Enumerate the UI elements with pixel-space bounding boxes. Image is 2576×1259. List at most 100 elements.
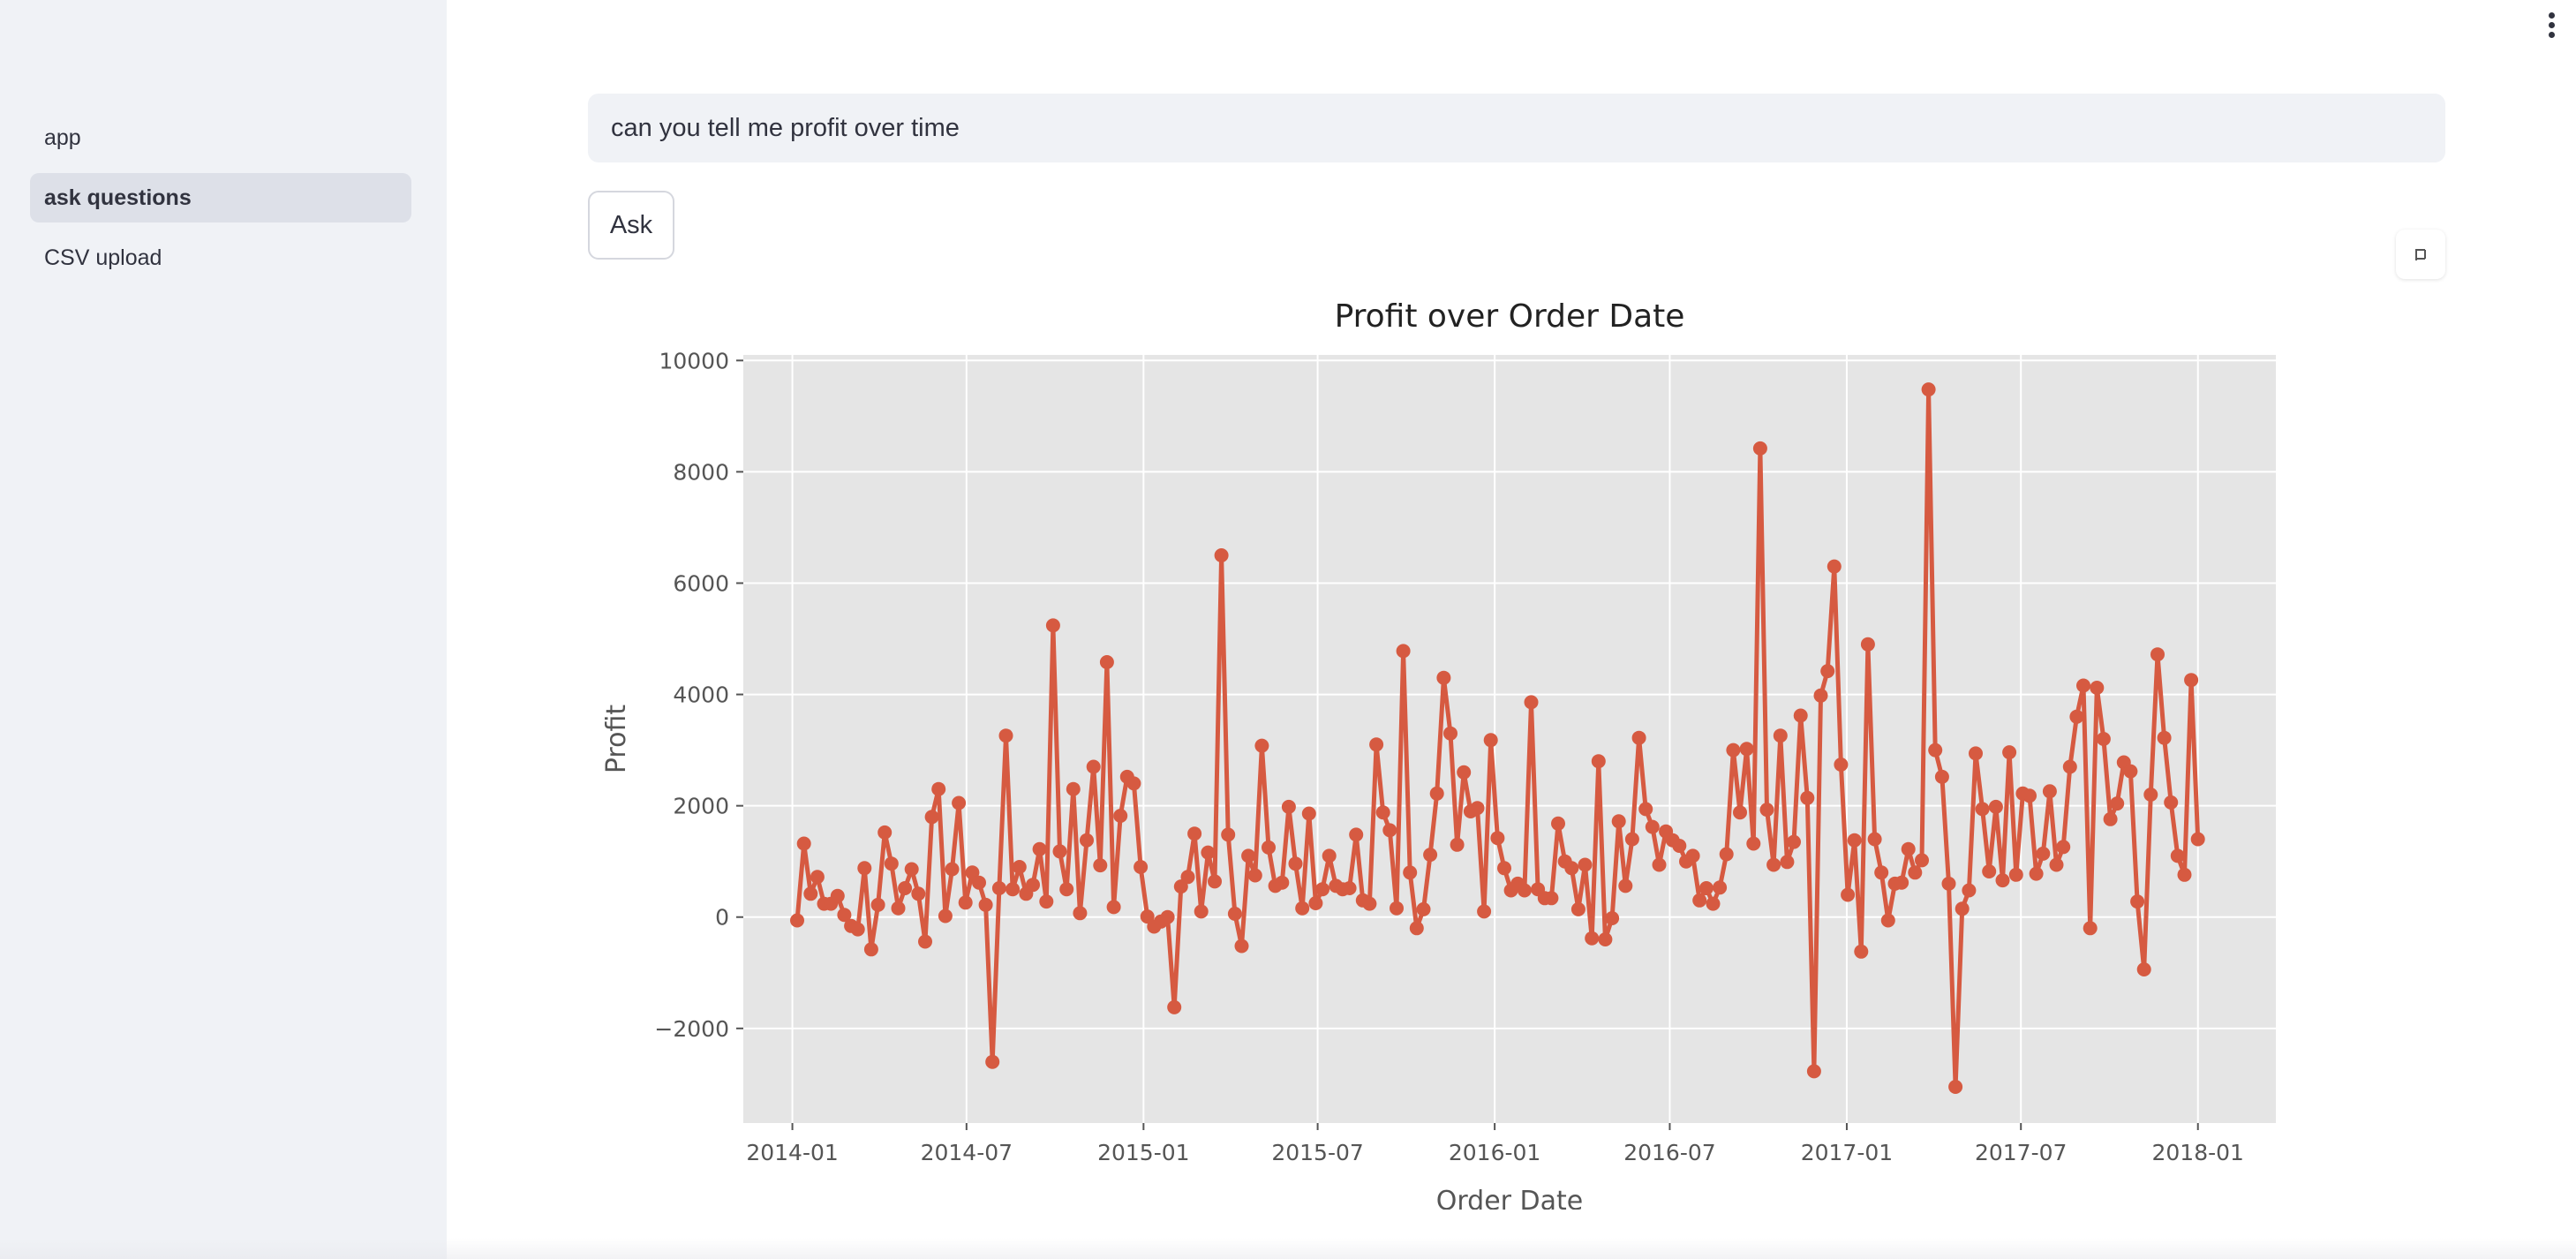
data-point (1699, 881, 1714, 895)
data-point (1457, 765, 1472, 780)
data-point (1254, 738, 1269, 753)
data-point (1928, 743, 1943, 758)
data-point (837, 908, 852, 923)
data-point (2083, 921, 2098, 936)
sidebar-item-csv-upload[interactable]: CSV upload (44, 245, 162, 270)
data-point (1591, 754, 1606, 769)
data-point (1841, 887, 1856, 902)
ask-button[interactable]: Ask (588, 191, 674, 260)
question-input[interactable] (588, 94, 2445, 162)
data-point (1780, 855, 1795, 870)
data-point (1396, 644, 1411, 659)
data-point (1477, 904, 1492, 919)
data-point (1409, 921, 1424, 936)
data-point (2130, 894, 2145, 909)
y-axis-ticks: −2000 0 2000 4000 6000 8000 10000 (654, 348, 743, 1042)
data-point (1834, 758, 1849, 772)
data-point (1908, 865, 1923, 880)
y-tick-label: 8000 (673, 459, 729, 485)
y-tick-label: 10000 (659, 348, 729, 373)
data-point (1645, 819, 1660, 834)
x-tick-label: 2014-07 (921, 1140, 1013, 1165)
data-point (1847, 833, 1862, 848)
data-point (1948, 1080, 1963, 1094)
data-point (1969, 746, 1983, 761)
data-point (1524, 695, 1539, 710)
data-point (857, 861, 872, 876)
data-point (1880, 913, 1895, 928)
data-point (1921, 382, 1936, 397)
data-point (911, 886, 926, 901)
data-point (2042, 784, 2057, 799)
data-point (1915, 853, 1929, 868)
data-point (1766, 857, 1781, 872)
data-point (1551, 816, 1565, 831)
data-point (803, 886, 818, 901)
data-point (1281, 799, 1296, 814)
y-tick-label: 2000 (673, 794, 729, 819)
data-point (1578, 857, 1593, 872)
data-point (1638, 802, 1653, 817)
data-point (1894, 875, 1909, 890)
data-point (1234, 939, 1249, 954)
x-tick-label: 2015-01 (1097, 1140, 1189, 1165)
data-point (965, 865, 980, 880)
data-point (1739, 742, 1754, 757)
data-point (1160, 909, 1175, 924)
data-point (2143, 788, 2158, 802)
data-point (985, 1054, 1000, 1069)
data-point (1382, 823, 1397, 838)
data-point (1012, 860, 1027, 874)
data-point (1827, 559, 1842, 574)
data-point (1241, 848, 1256, 863)
data-point (1032, 841, 1047, 856)
data-point (1342, 881, 1357, 895)
data-point (1483, 733, 1498, 748)
grid-lines (743, 355, 2276, 1123)
data-point (1901, 841, 1916, 856)
data-point (1187, 826, 1202, 841)
bottom-edge (0, 1238, 2576, 1259)
data-point (796, 836, 811, 851)
sidebar-item-ask-questions[interactable]: ask questions (30, 173, 411, 222)
data-point (2049, 857, 2064, 872)
data-point (2136, 962, 2151, 976)
data-point (850, 922, 865, 937)
data-point (1208, 874, 1222, 889)
data-point (1611, 814, 1626, 829)
sidebar-item-app[interactable]: app (44, 125, 81, 150)
data-point (1134, 860, 1149, 874)
data-point (1793, 708, 1808, 723)
data-point (1813, 688, 1828, 703)
data-point (1624, 832, 1639, 847)
data-point (2190, 832, 2205, 847)
data-point (1470, 801, 1485, 816)
data-point (1140, 909, 1155, 924)
profit-series (790, 382, 2205, 1094)
y-tick-label: 6000 (673, 570, 729, 596)
y-tick-label: −2000 (654, 1016, 729, 1042)
data-point (978, 897, 993, 912)
data-point (2062, 759, 2077, 774)
data-point (1652, 857, 1667, 872)
profit-line-chart: Profit over Order Date −2000 0 2000 4000 600… (601, 298, 2276, 1210)
y-tick-label: 4000 (673, 682, 729, 708)
data-point (2170, 848, 2185, 863)
data-point (1436, 670, 1451, 685)
x-tick-label: 2015-07 (1271, 1140, 1363, 1165)
data-point (1733, 805, 1747, 820)
data-point (1746, 836, 1761, 851)
data-point (1988, 799, 2003, 814)
data-point (1026, 878, 1040, 893)
data-point (1672, 839, 1687, 853)
data-point (1093, 858, 1108, 873)
fullscreen-button[interactable] (2396, 230, 2445, 279)
data-point (1275, 875, 1290, 890)
more-vertical-icon[interactable] (2541, 12, 2562, 42)
data-point (2076, 678, 2090, 693)
data-point (1752, 441, 1767, 456)
data-point (1052, 844, 1067, 859)
data-point (1854, 944, 1869, 959)
data-point (1713, 880, 1728, 895)
data-point (1045, 618, 1060, 633)
